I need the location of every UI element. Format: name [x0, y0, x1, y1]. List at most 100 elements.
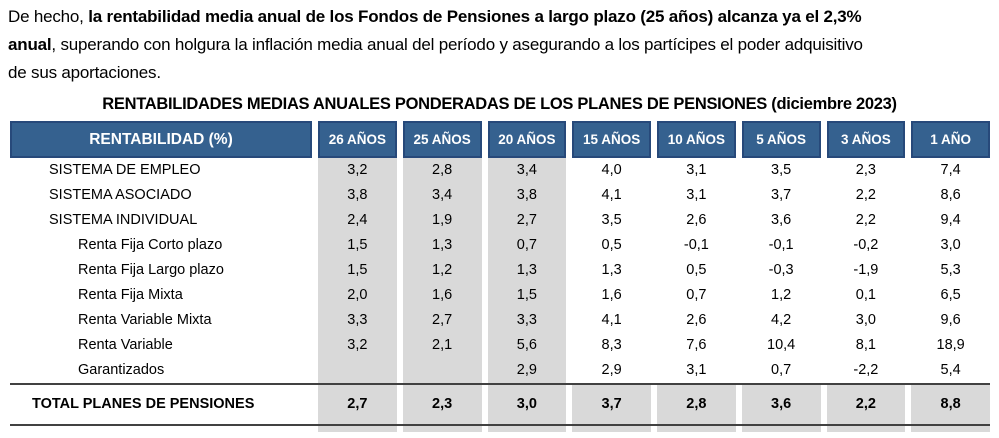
value-cell: 0,7: [771, 362, 792, 378]
value-cell: 2,0: [318, 283, 397, 308]
row-label: SISTEMA DE EMPLEO: [49, 162, 201, 178]
value-cell: 8,1: [855, 337, 876, 353]
value-cell: 3,3: [487, 308, 567, 333]
total-row: TOTAL PLANES DE PENSIONES 2,7 2,3 3,0 3,7 2,…: [10, 385, 990, 424]
value-cell: 5,4: [940, 362, 961, 378]
table-row: Renta Fija Corto plazo 1,5 1,3 0,7 0,5 -0,1 -0…: [10, 233, 990, 258]
spacer-cell: [741, 426, 821, 432]
header-cell-years: 3 AÑOS: [826, 121, 906, 158]
value-cell: 3,4: [487, 158, 567, 183]
value-cell: 4,1: [601, 187, 622, 203]
value-cell: [318, 358, 397, 383]
total-value-cell: 8,8: [911, 385, 990, 424]
header-cell-years: 5 AÑOS: [741, 121, 821, 158]
table-row: SISTEMA INDIVIDUAL 2,4 1,9 2,7 3,5 2,6 3,6 2,2 9…: [10, 208, 990, 233]
value-cell: 1,3: [601, 262, 622, 278]
value-cell: 2,2: [855, 212, 876, 228]
value-cell: 1,5: [487, 283, 567, 308]
total-row-label: TOTAL PLANES DE PENSIONES: [32, 396, 255, 412]
value-cell: 2,1: [402, 333, 482, 358]
row-label: Renta Fija Mixta: [78, 287, 183, 303]
table-row: Renta Fija Mixta 2,0 1,6 1,5 1,6 0,7 1,2 0,1 6,5: [10, 283, 990, 308]
value-cell: 18,9: [936, 337, 965, 353]
value-cell: 3,1: [686, 162, 707, 178]
total-separator-line-top: [10, 383, 990, 385]
value-cell: 3,1: [686, 362, 707, 378]
header-cell-rentabilidad: RENTABILIDAD (%): [10, 121, 312, 158]
table-row: SISTEMA ASOCIADO 3,8 3,4 3,8 4,1 3,1 3,7 2,2 8,6: [10, 183, 990, 208]
value-cell: 3,0: [940, 237, 961, 253]
value-cell: 2,9: [487, 358, 567, 383]
value-cell: 1,6: [402, 283, 482, 308]
header-cell-years: 26 AÑOS: [318, 121, 397, 158]
paragraph-regular-text: De hecho,: [8, 7, 89, 26]
value-cell: 3,3: [318, 308, 397, 333]
total-value-cell: 3,0: [487, 385, 567, 424]
value-cell: 3,5: [771, 162, 792, 178]
paragraph-regular-text: de sus aportaciones.: [8, 63, 161, 82]
value-cell: 1,2: [402, 258, 482, 283]
value-cell: 3,2: [318, 333, 397, 358]
value-cell: 0,7: [487, 233, 567, 258]
total-value-cell: 2,2: [826, 385, 906, 424]
value-cell: 7,6: [686, 337, 707, 353]
value-cell: [402, 358, 482, 383]
header-cell-years: 20 AÑOS: [487, 121, 567, 158]
value-cell: 3,2: [318, 158, 397, 183]
value-cell: 8,6: [940, 187, 961, 203]
value-cell: -1,9: [853, 262, 879, 278]
row-label: Renta Fija Corto plazo: [78, 237, 223, 253]
total-value-cell: 3,7: [572, 385, 651, 424]
value-cell: 0,5: [686, 262, 707, 278]
value-cell: 7,4: [940, 162, 961, 178]
value-cell: 2,9: [601, 362, 622, 378]
table-header-row: RENTABILIDAD (%) 26 AÑOS 25 AÑOS 20 AÑOS 15…: [10, 121, 990, 158]
row-label: SISTEMA INDIVIDUAL: [49, 212, 198, 228]
value-cell: 9,6: [940, 312, 961, 328]
spacer-cell: [10, 426, 312, 432]
value-cell: 5,6: [487, 333, 567, 358]
value-cell: 2,8: [402, 158, 482, 183]
table-bottom-spacer: [10, 426, 990, 432]
table-row: Renta Variable Mixta 3,3 2,7 3,3 4,1 2,6 4,2 3,…: [10, 308, 990, 333]
paragraph-bold-text: anual: [8, 35, 52, 54]
value-cell: 0,1: [855, 287, 876, 303]
table-body: SISTEMA DE EMPLEO 3,2 2,8 3,4 4,0 3,1 3,5 2,3 7,…: [10, 158, 990, 383]
row-label: Renta Fija Largo plazo: [78, 262, 224, 278]
total-value-cell: 2,7: [318, 385, 397, 424]
value-cell: 2,7: [487, 208, 567, 233]
value-cell: -0,3: [768, 262, 794, 278]
paragraph-regular-text: , superando con holgura la inflación med…: [51, 35, 863, 54]
value-cell: -0,2: [853, 237, 879, 253]
total-value-cell: 3,6: [741, 385, 821, 424]
header-cell-years: 10 AÑOS: [657, 121, 736, 158]
value-cell: 1,5: [318, 258, 397, 283]
value-cell: 3,8: [487, 183, 567, 208]
value-cell: 8,3: [601, 337, 622, 353]
value-cell: 2,3: [855, 162, 876, 178]
document-page: De hecho, la rentabilidad media anual de…: [0, 3, 999, 432]
value-cell: 2,6: [686, 212, 707, 228]
row-label: Garantizados: [78, 362, 165, 378]
value-cell: 3,1: [686, 187, 707, 203]
value-cell: 2,7: [402, 308, 482, 333]
value-cell: 2,4: [318, 208, 397, 233]
value-cell: 1,9: [402, 208, 482, 233]
table-row: SISTEMA DE EMPLEO 3,2 2,8 3,4 4,0 3,1 3,5 2,3 7,…: [10, 158, 990, 183]
spacer-cell: [572, 426, 651, 432]
value-cell: 1,3: [487, 258, 567, 283]
spacer-cell: [826, 426, 906, 432]
spacer-cell: [402, 426, 482, 432]
value-cell: 1,2: [771, 287, 792, 303]
spacer-cell: [318, 426, 397, 432]
value-cell: 4,0: [601, 162, 622, 178]
row-label: SISTEMA ASOCIADO: [49, 187, 192, 203]
value-cell: 2,2: [855, 187, 876, 203]
value-cell: 3,4: [402, 183, 482, 208]
value-cell: 0,7: [686, 287, 707, 303]
value-cell: 5,3: [940, 262, 961, 278]
value-cell: -2,2: [853, 362, 879, 378]
value-cell: -0,1: [683, 237, 709, 253]
row-label: Renta Variable Mixta: [78, 312, 212, 328]
value-cell: 3,7: [771, 187, 792, 203]
